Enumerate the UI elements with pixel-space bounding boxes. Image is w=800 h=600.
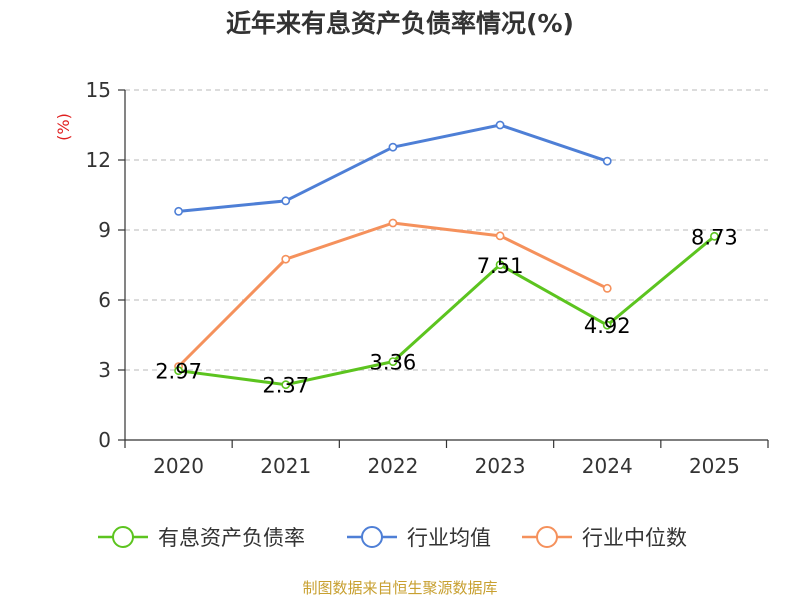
data-point (388, 142, 398, 152)
grid-lines (125, 89, 768, 371)
y-tick-label: 12 (86, 148, 111, 172)
chart-title: 近年来有息资产负债率情况(%) (226, 9, 574, 38)
y-tick-label: 15 (86, 78, 111, 102)
data-label: 2.97 (155, 360, 202, 384)
x-tick-label: 2020 (153, 454, 204, 478)
legend-marker (536, 526, 558, 548)
data-point (174, 366, 183, 376)
data-point (174, 206, 183, 216)
data-labels: 2.97 2.37 3.36 7.51 4.92 8.73 (155, 225, 738, 397)
legend-marker (112, 526, 134, 548)
legend-label: 行业均值 (407, 526, 491, 550)
series-line-1 (178, 123, 608, 213)
data-point (710, 231, 719, 241)
data-label: 2.37 (262, 374, 309, 398)
series-group (174, 120, 719, 390)
data-point (602, 283, 612, 293)
data-label: 7.51 (477, 254, 524, 278)
data-point (281, 196, 291, 206)
y-tick-label: 6 (98, 288, 111, 312)
x-tick-label: 2023 (475, 454, 526, 478)
legend-item[interactable]: 行业均值 (347, 526, 491, 550)
legend-marker (361, 526, 383, 548)
data-point (602, 320, 612, 330)
data-label: 4.92 (584, 314, 631, 338)
data-point (495, 120, 505, 130)
data-point (281, 254, 291, 264)
legend-label: 行业中位数 (582, 526, 687, 550)
source-note: 制图数据来自恒生聚源数据库 (302, 579, 497, 597)
data-label: 8.73 (691, 225, 738, 249)
data-point (388, 357, 398, 366)
data-point (388, 218, 398, 228)
series-line-0 (178, 235, 716, 387)
x-tick-label: 2021 (260, 454, 311, 478)
y-tick-label: 0 (98, 428, 111, 452)
data-point (495, 260, 505, 270)
series-line-2 (177, 221, 608, 368)
data-point (281, 380, 291, 390)
legend-label: 有息资产负债率 (158, 526, 305, 550)
y-tick-label: 9 (98, 218, 111, 242)
data-point (495, 231, 505, 241)
y-axis-unit: (%) (54, 113, 73, 141)
data-label: 3.36 (370, 351, 417, 375)
data-point (602, 156, 612, 166)
y-tick-label: 3 (98, 358, 111, 382)
legend-item[interactable]: 行业中位数 (522, 526, 687, 550)
x-tick-label: 2025 (689, 454, 740, 478)
x-tick-label: 2022 (367, 454, 418, 478)
axes: 0 3 6 9 12 15 2020 2021 2022 2023 2024 2025 (86, 78, 769, 478)
legend[interactable]: 有息资产负债率 行业均值 行业中位数 (98, 526, 687, 550)
legend-item[interactable]: 有息资产负债率 (98, 526, 305, 550)
x-tick-label: 2024 (582, 454, 633, 478)
